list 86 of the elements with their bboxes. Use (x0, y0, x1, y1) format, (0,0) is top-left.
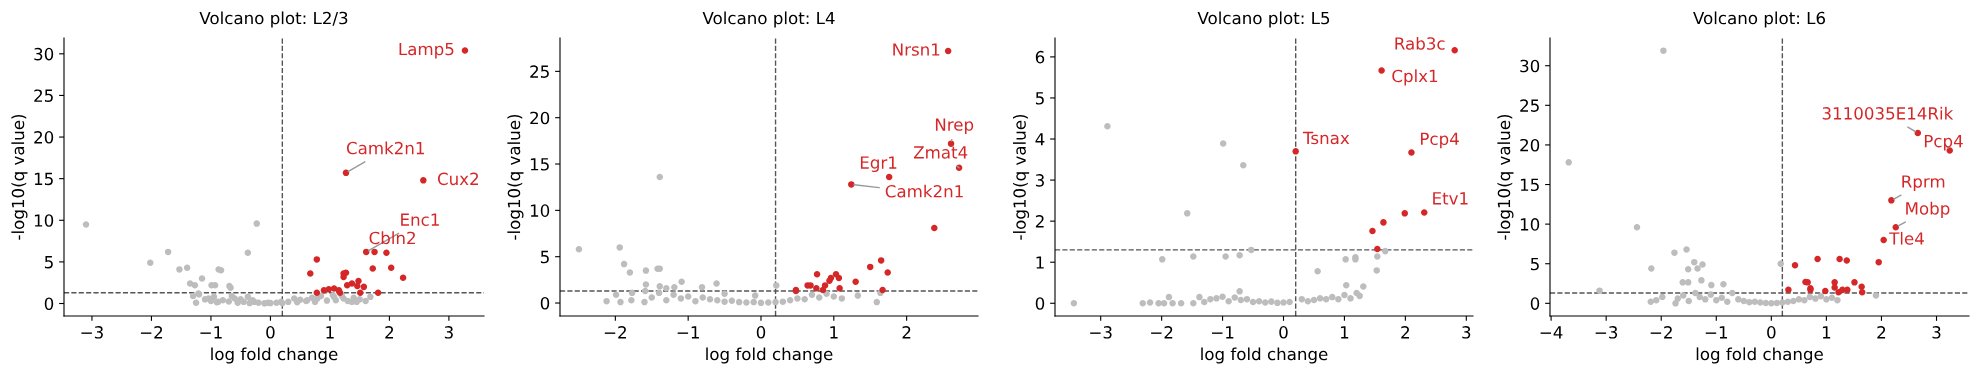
y-tick-label: 1 (1036, 256, 1044, 269)
y-tick-label: 25 (530, 65, 549, 78)
x-tick-label: 0 (1279, 326, 1288, 339)
x-tick-label: −3 (81, 326, 103, 339)
y-tick-label: 0 (44, 297, 54, 311)
x-axis-title: log fold change (1696, 347, 1823, 364)
annotation: Rprm (1902, 175, 1945, 192)
annotation: Rab3c (1395, 36, 1445, 50)
y-tick-label: 0 (1530, 297, 1540, 310)
chart-title: Volcano plot: L6 (1693, 11, 1826, 28)
x-tick-label: −4 (1540, 326, 1563, 339)
annotation: Cux2 (437, 172, 478, 186)
y-tick-label: 6 (1035, 50, 1045, 64)
x-tick-label: −3 (1595, 326, 1618, 339)
x-tick-label: 1 (326, 326, 334, 339)
x-tick-label: −1 (1705, 326, 1728, 339)
x-axis-title: log fold change (211, 347, 338, 364)
annotation: Pcp4 (1421, 132, 1459, 149)
x-tick-label: −1 (200, 326, 222, 339)
x-tick-label: 3 (1932, 326, 1941, 339)
x-tick-label: −2 (140, 326, 163, 339)
y-axis-title: -log10(q value) (1012, 114, 1030, 240)
y-tick-label: 30 (1520, 59, 1540, 73)
y-tick-label: 25 (34, 89, 53, 102)
x-tick-label: 1 (1340, 326, 1349, 339)
y-tick-label: 30 (34, 47, 54, 61)
annotation: 3110035E14Rik (1822, 106, 1954, 120)
y-axis-title: -log10(q value) (1497, 114, 1514, 240)
x-tick-label: 2 (385, 326, 394, 339)
x-tick-label: 0 (1767, 326, 1776, 339)
x-tick-label: 0 (266, 326, 275, 339)
chart-title: Volcano plot: L5 (1197, 11, 1330, 28)
annotation: Zmat4 (913, 146, 968, 159)
y-tick-label: 0 (1035, 297, 1045, 310)
annotation: Camk2n1 (346, 141, 424, 155)
x-tick-label: −2 (1650, 326, 1672, 339)
y-tick-label: 0 (540, 296, 550, 310)
y-tick-label: 5 (1530, 257, 1539, 271)
y-tick-label: 20 (34, 131, 54, 144)
x-tick-label: 2 (902, 326, 911, 339)
annotation: Nrep (935, 118, 974, 135)
y-tick-label: 5 (540, 250, 549, 264)
y-tick-label: 10 (530, 204, 550, 217)
y-tick-label: 20 (530, 111, 550, 125)
x-axis-title: log fold change (1201, 347, 1328, 364)
annotation: Enc1 (401, 213, 439, 226)
y-tick-label: 10 (34, 214, 54, 227)
y-tick-label: 3 (1035, 174, 1044, 187)
x-axis-title: log fold change (706, 347, 833, 364)
x-tick-label: −1 (677, 326, 699, 339)
annotation: Tsnax (1302, 131, 1350, 145)
y-tick-label: 15 (1520, 178, 1539, 192)
y-tick-label: 15 (530, 158, 549, 171)
x-tick-label: 1 (1822, 326, 1831, 339)
annotation: Mobp (1906, 201, 1950, 218)
y-tick-label: 5 (44, 256, 53, 269)
x-tick-label: 0 (756, 326, 766, 339)
x-tick-label: 2 (1877, 326, 1886, 339)
y-tick-label: 25 (1520, 99, 1539, 112)
y-tick-label: 10 (1520, 218, 1540, 231)
annotation: Nrsn1 (893, 43, 940, 56)
annotation: Egr1 (860, 156, 897, 173)
y-tick-label: 5 (1035, 92, 1044, 105)
annotation: Tle4 (1889, 231, 1924, 245)
y-axis-title: -log10(q value) (507, 114, 524, 240)
y-tick-label: 20 (1520, 138, 1540, 152)
x-tick-label: 3 (444, 326, 453, 339)
annotation: Lamp5 (399, 42, 454, 59)
y-tick-label: 4 (1035, 133, 1045, 146)
x-tick-label: 3 (1462, 326, 1471, 339)
annotation: Camk2n1 (885, 184, 963, 198)
annotation: Cplx1 (1392, 69, 1438, 86)
x-tick-label: 2 (1401, 326, 1409, 339)
y-tick-label: 15 (34, 172, 53, 186)
x-tick-label: 1 (830, 326, 838, 339)
annotation: Etv1 (1433, 192, 1468, 205)
chart-title: Volcano plot: L2/3 (199, 11, 348, 28)
x-tick-label: −2 (604, 326, 626, 339)
y-tick-label: 2 (1035, 215, 1044, 228)
x-tick-label: −3 (1090, 326, 1112, 339)
y-axis-title: -log10(q value) (11, 114, 28, 240)
annotation: Cbln2 (369, 231, 415, 245)
x-tick-label: −2 (1151, 326, 1173, 339)
chart-title: Volcano plot: L4 (702, 11, 835, 28)
annotation: Pcp4 (1924, 134, 1963, 151)
x-tick-label: −1 (1212, 326, 1234, 339)
